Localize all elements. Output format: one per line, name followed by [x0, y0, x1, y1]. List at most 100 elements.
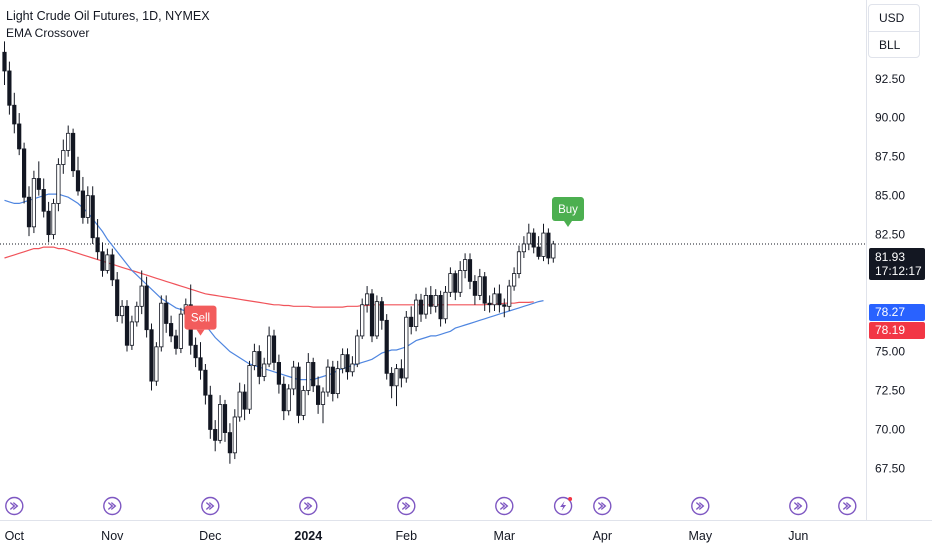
- candle-body: [178, 313, 183, 349]
- candle: [546, 228, 551, 265]
- candle: [384, 314, 389, 380]
- candle-body: [404, 316, 409, 379]
- candle: [100, 242, 105, 277]
- y-tick-label: 92.50: [875, 72, 905, 86]
- currency-label[interactable]: USD: [879, 11, 905, 25]
- y-tick-label: 82.50: [875, 228, 905, 242]
- candle: [423, 287, 429, 319]
- candle: [438, 290, 443, 327]
- candle: [345, 348, 350, 380]
- candle-body: [492, 293, 497, 306]
- signal-label-box: [184, 305, 217, 330]
- candle: [428, 286, 433, 315]
- candle-body: [315, 385, 321, 405]
- ema-slow-tag: 78.19: [869, 322, 925, 339]
- candle-body: [208, 394, 213, 430]
- candle: [404, 310, 409, 383]
- candle-body: [61, 150, 66, 165]
- candle-body: [262, 363, 267, 377]
- candle-body: [502, 304, 507, 307]
- candle: [227, 423, 232, 464]
- candle-body: [120, 305, 125, 317]
- candle: [36, 161, 41, 196]
- x-tick-label: Dec: [199, 529, 221, 543]
- signal-label-text: Sell: [191, 313, 210, 325]
- x-tick-label: May: [688, 529, 712, 543]
- candle-body: [266, 335, 272, 365]
- candle: [66, 125, 71, 157]
- candle: [467, 253, 473, 290]
- candle: [340, 348, 345, 374]
- candle: [399, 359, 404, 388]
- candle-body: [232, 416, 237, 454]
- candle-body: [164, 302, 169, 324]
- candle: [120, 300, 125, 324]
- candle-body: [335, 368, 340, 395]
- candle: [12, 92, 17, 134]
- candle: [154, 342, 159, 386]
- indicator-name[interactable]: EMA Crossover: [6, 26, 90, 40]
- x-tick-label: Apr: [593, 529, 612, 543]
- candle-body: [453, 273, 458, 293]
- candle: [266, 326, 272, 368]
- candle-body: [409, 316, 414, 327]
- candles: [2, 41, 556, 464]
- candle: [330, 360, 335, 402]
- candle: [374, 295, 380, 340]
- candle: [448, 267, 453, 297]
- candle: [247, 360, 252, 414]
- buy-signal: Buy: [552, 197, 584, 228]
- candle-body: [516, 251, 522, 274]
- candle: [178, 307, 183, 354]
- candle-body: [31, 178, 37, 228]
- candle: [149, 323, 154, 391]
- grid-lines: [0, 0, 932, 521]
- candle-body: [26, 196, 32, 228]
- bar-countdown: 17:12:17: [875, 264, 922, 278]
- candle-body: [41, 189, 46, 212]
- event-marker-icon: [495, 496, 514, 516]
- candle-body: [379, 301, 384, 321]
- candle: [379, 296, 384, 330]
- candle-body: [462, 259, 468, 271]
- candle: [394, 363, 399, 407]
- candle-body: [281, 383, 286, 412]
- event-marker-icon: [103, 496, 122, 516]
- candle-body: [36, 178, 41, 190]
- candle: [203, 363, 208, 405]
- currency-unit-box[interactable]: USD BLL: [868, 4, 920, 58]
- candle-body: [90, 195, 95, 239]
- candle-body: [71, 132, 76, 172]
- candle-body: [213, 429, 218, 441]
- candle: [159, 295, 164, 352]
- candle: [551, 240, 556, 263]
- candle-body: [448, 273, 453, 293]
- x-tick-label: Feb: [396, 529, 418, 543]
- candle: [472, 275, 478, 305]
- unit-label[interactable]: BLL: [869, 31, 919, 58]
- candle: [237, 382, 242, 422]
- candle: [95, 219, 100, 260]
- symbol-title[interactable]: Light Crude Oil Futures, 1D, NYMEX: [6, 9, 210, 23]
- candle-body: [159, 302, 164, 348]
- candle-body: [433, 295, 438, 307]
- candle-body: [521, 243, 527, 253]
- candle-body: [507, 285, 512, 307]
- last-price-tag: 81.93 17:12:17: [869, 248, 925, 280]
- candle-body: [413, 299, 419, 327]
- candle-body: [129, 321, 134, 346]
- candle-body: [350, 363, 355, 373]
- candle-body: [330, 366, 335, 395]
- candle-body: [360, 304, 365, 337]
- candle-body: [193, 344, 198, 359]
- candle-body: [100, 251, 105, 271]
- candle: [502, 298, 507, 318]
- candle: [31, 170, 37, 234]
- signal-labels: Sell Buy: [184, 197, 584, 336]
- candle-body: [237, 391, 242, 418]
- candle-body: [105, 254, 110, 271]
- candle-body: [364, 293, 370, 306]
- time-axis[interactable]: Oct Nov Dec 2024 Feb Mar Apr May Jun: [5, 529, 809, 543]
- y-tick-label: 75.00: [875, 345, 905, 359]
